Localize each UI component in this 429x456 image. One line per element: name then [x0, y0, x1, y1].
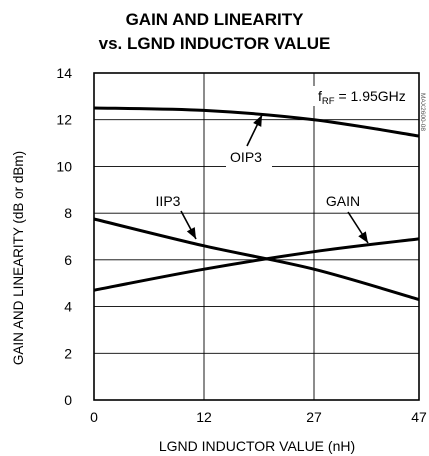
y-tick-label: 2 [64, 345, 72, 361]
x-tick-label: 27 [306, 409, 322, 425]
series-line-iip3 [93, 217, 420, 302]
series-label-gain: GAIN [326, 193, 360, 209]
series-line-gain [93, 237, 420, 292]
series-line-oip3 [93, 106, 420, 138]
series-label-oip3-bg [226, 147, 272, 167]
x-tick-label: 12 [196, 409, 212, 425]
chart-title-line-1: GAIN AND LINEARITY [125, 10, 304, 29]
series-lines [93, 106, 420, 302]
y-tick-labels: 0 2 4 6 8 10 12 14 [56, 65, 72, 408]
series-arrow-oip3-head [253, 115, 262, 127]
grid [94, 73, 419, 400]
series-label-oip3: OIP3 [230, 149, 262, 165]
y-tick-label: 8 [64, 205, 72, 221]
x-tick-label: 0 [90, 409, 98, 425]
side-code-label: MAX2600-08 [419, 93, 426, 131]
series-label-iip3: IIP3 [156, 193, 181, 209]
chart-title-line-2: vs. LGND INDUCTOR VALUE [98, 34, 331, 53]
annotations: OIP3 IIP3 GAIN fRF = 1.95GHz [156, 86, 412, 244]
y-tick-label: 6 [64, 252, 72, 268]
condition-label: fRF = 1.95GHz [318, 88, 406, 107]
x-axis-label: LGND INDUCTOR VALUE (nH) [159, 438, 355, 454]
y-tick-label: 4 [64, 299, 72, 315]
x-tick-label: 47 [411, 409, 427, 425]
y-tick-label: 10 [56, 158, 72, 174]
y-axis-label: GAIN AND LINEARITY (dB or dBm) [11, 151, 26, 365]
series-arrow-iip3-head [186, 227, 196, 239]
y-tick-label: 12 [56, 112, 72, 128]
condition-label-bg [312, 86, 412, 106]
y-tick-label: 14 [56, 65, 72, 81]
plot-frame [93, 72, 420, 401]
series-arrow-gain-head [358, 231, 368, 243]
y-tick-label: 0 [64, 392, 72, 408]
x-tick-labels: 0 12 27 47 [90, 409, 427, 425]
